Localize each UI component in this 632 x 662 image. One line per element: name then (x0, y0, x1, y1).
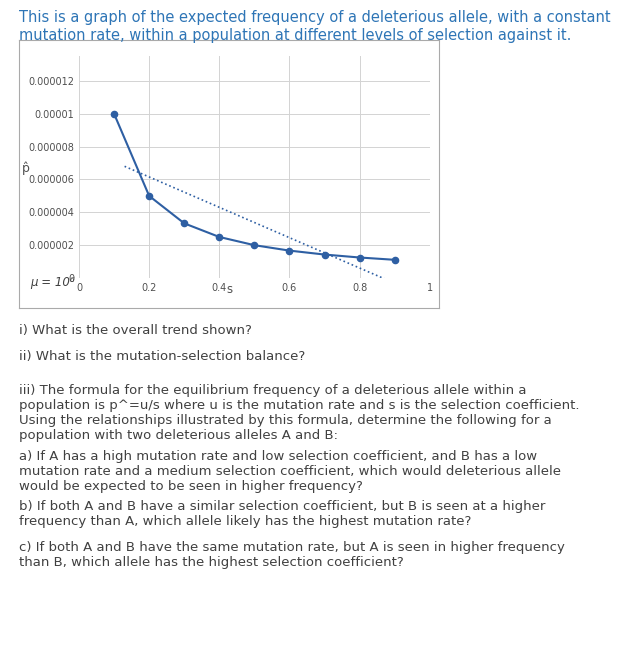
Text: i) What is the overall trend shown?: i) What is the overall trend shown? (19, 324, 252, 338)
Point (355, 252, 365, 263)
Text: μ = 10⁶: μ = 10⁶ (30, 276, 75, 289)
Text: a) If A has a high mutation rate and low selection coefficient, and B has a low
: a) If A has a high mutation rate and low… (19, 450, 561, 493)
Point (144, 191, 154, 201)
Point (214, 232, 224, 242)
Point (284, 246, 295, 256)
Text: This is a graph of the expected frequency of a deleterious allele, with a consta: This is a graph of the expected frequenc… (19, 10, 611, 25)
Text: c) If both A and B have the same mutation rate, but A is seen in higher frequenc: c) If both A and B have the same mutatio… (19, 541, 565, 569)
Point (109, 109, 119, 119)
Text: ii) What is the mutation-selection balance?: ii) What is the mutation-selection balan… (19, 350, 305, 363)
Text: iii) The formula for the equilibrium frequency of a deleterious allele within a
: iii) The formula for the equilibrium fre… (19, 384, 580, 442)
Text: mutation rate, within a population at different levels of selection against it.: mutation rate, within a population at di… (19, 28, 571, 43)
Text: p̂: p̂ (22, 162, 30, 175)
Text: s: s (226, 283, 232, 296)
Text: b) If both A and B have a similar selection coefficient, but B is seen at a high: b) If both A and B have a similar select… (19, 500, 545, 528)
Point (179, 218, 190, 228)
Point (320, 250, 330, 260)
Point (389, 254, 400, 265)
Point (249, 240, 260, 250)
